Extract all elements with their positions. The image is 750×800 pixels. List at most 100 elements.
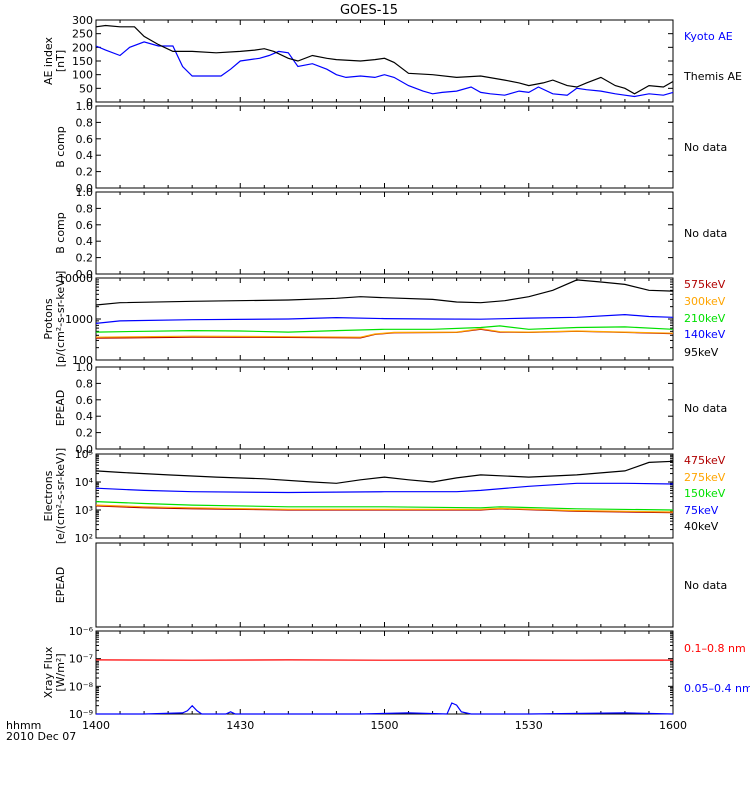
y-tick-label: 0.4: [76, 149, 94, 162]
time-axis-unit-label: hhmm: [6, 719, 41, 732]
y-axis-label: [nT]: [54, 50, 67, 72]
legend-275kev: 275keV: [684, 471, 726, 484]
plot-title: GOES-15: [340, 3, 398, 18]
x-tick-label: 1600: [659, 719, 687, 732]
panel-frame: [95, 453, 674, 539]
y-axis-label: [p/(cm²-s-sr-keV)]: [54, 271, 67, 368]
y-axis-label: EPEAD: [54, 390, 67, 427]
y-tick-label: 0.4: [76, 410, 94, 423]
y-tick-label: 100: [72, 69, 93, 82]
y-tick-label: 10²: [75, 532, 93, 545]
series-line-40kev: [95, 460, 674, 484]
x-tick-label: 1430: [226, 719, 254, 732]
y-tick-label: 200: [72, 41, 93, 54]
y-tick-label: 0: [86, 96, 93, 109]
legend-75kev: 75keV: [684, 504, 719, 517]
panel-b1: 1.0 0.8 0.6 0.4 0.2 0.0 B comp No data: [54, 100, 727, 195]
series-line-210kev: [95, 325, 674, 333]
y-axis-label: EPEAD: [54, 567, 67, 604]
series-line-95kev: [95, 279, 674, 306]
y-tick-label: 0.0: [76, 268, 94, 281]
y-axis-label: AE index: [42, 36, 55, 85]
series-line-0-05-0-4-nm: [96, 702, 674, 715]
y-tick-label: 250: [72, 28, 93, 41]
series-line-140kev: [95, 313, 674, 324]
legend-0-1-0-8-nm: 0.1–0.8 nm: [684, 642, 746, 655]
no-data-label: No data: [684, 402, 727, 415]
y-tick-label: 0.2: [76, 252, 94, 265]
panel-protons: 10000 1000 100 Protons [p/(cm²-s-sr-keV)] 575…: [42, 271, 726, 368]
panel-frame: [95, 630, 674, 715]
legend-150kev: 150keV: [684, 487, 726, 500]
y-tick-label: 0.6: [76, 133, 94, 146]
y-tick-label: 100: [72, 354, 93, 367]
panel-frame: [95, 366, 674, 450]
y-tick-label: 0.4: [76, 235, 94, 248]
y-tick-label: 10000: [58, 272, 93, 285]
legend-140kev: 140keV: [684, 328, 726, 341]
x-tick-label: 1530: [515, 719, 543, 732]
panel-b2: 1.0 0.8 0.6 0.4 0.2 0.0 B comp No data: [54, 186, 727, 281]
no-data-label: No data: [684, 227, 727, 240]
no-data-label: No data: [684, 141, 727, 154]
y-tick-label: 0.2: [76, 166, 94, 179]
panel-electrons: 10⁵ 10⁴ 10³ 10² Electrons [e/(cm²-s-sr-keV)] 4…: [42, 448, 726, 545]
panel-frame: [95, 191, 674, 275]
series-line-75kev: [95, 482, 674, 494]
legend-475kev: 475keV: [684, 454, 726, 467]
y-tick-label: 10⁻⁸: [69, 680, 94, 693]
y-axis-label: Protons: [42, 298, 55, 339]
y-tick-label: 0.0: [76, 443, 94, 456]
y-tick-label: 0.8: [76, 377, 94, 390]
y-tick-label: 10⁻⁶: [69, 625, 94, 638]
series-line-300kev: [95, 328, 674, 338]
y-tick-label: 10⁻⁷: [69, 653, 93, 666]
y-tick-label: 1000: [65, 313, 93, 326]
y-tick-label: 10⁻⁹: [69, 708, 93, 721]
panel-epead1: 1.0 0.8 0.6 0.4 0.2 0.0 EPEAD No data: [54, 361, 727, 456]
legend-95kev: 95keV: [684, 346, 719, 359]
y-tick-label: 0.0: [76, 182, 94, 195]
y-axis-label: B comp: [54, 126, 67, 168]
no-data-label: No data: [684, 579, 727, 592]
legend-40kev: 40keV: [684, 520, 719, 533]
legend-300kev: 300keV: [684, 295, 726, 308]
legend-0-05-0-4-nm: 0.05–0.4 nm: [684, 682, 750, 695]
x-tick-label: 1500: [371, 719, 399, 732]
y-tick-label: 0.6: [76, 394, 94, 407]
y-tick-label: 1.0: [76, 186, 94, 199]
y-tick-label: 0.6: [76, 219, 94, 232]
panel-frame: [95, 105, 674, 189]
y-axis-label: [W/m²]: [54, 653, 67, 691]
series-line-275kev: [95, 504, 674, 513]
y-tick-label: 10³: [75, 504, 93, 517]
series-line-themis-ae: [95, 24, 674, 95]
legend-themis-ae: Themis AE: [683, 70, 742, 83]
y-axis-label: [e/(cm²-s-sr-keV)]: [54, 448, 67, 544]
panel-xray: 10⁻⁶ 10⁻⁷ 10⁻⁸ 10⁻⁹ Xray Flux [W/m²] 0.1–0.8 n…: [42, 625, 750, 721]
y-axis-label: Xray Flux: [42, 646, 55, 698]
y-tick-label: 150: [72, 55, 93, 68]
x-tick-label: 1400: [82, 719, 110, 732]
y-tick-label: 1.0: [76, 361, 94, 374]
y-tick-label: 300: [72, 14, 93, 27]
y-tick-label: 0.8: [76, 116, 94, 129]
series-line-kyoto-ae: [95, 41, 674, 98]
series-line-150kev: [95, 501, 674, 511]
y-tick-label: 0.2: [76, 427, 94, 440]
legend-210kev: 210keV: [684, 312, 726, 325]
legend-575kev: 575keV: [684, 278, 726, 291]
y-tick-label: 0.8: [76, 202, 94, 215]
legend-kyoto-ae: Kyoto AE: [684, 30, 733, 43]
y-tick-label: 50: [79, 82, 93, 95]
date-label: 2010 Dec 07: [6, 730, 76, 743]
panel-frame: [95, 542, 674, 628]
y-tick-label: 1.0: [76, 100, 94, 113]
y-axis-label: B comp: [54, 212, 67, 254]
panel-epead2: EPEAD No data: [54, 542, 727, 628]
y-axis-label: Electrons: [42, 470, 55, 521]
y-tick-label: 10⁵: [75, 448, 93, 461]
y-tick-label: 10⁴: [75, 476, 94, 489]
